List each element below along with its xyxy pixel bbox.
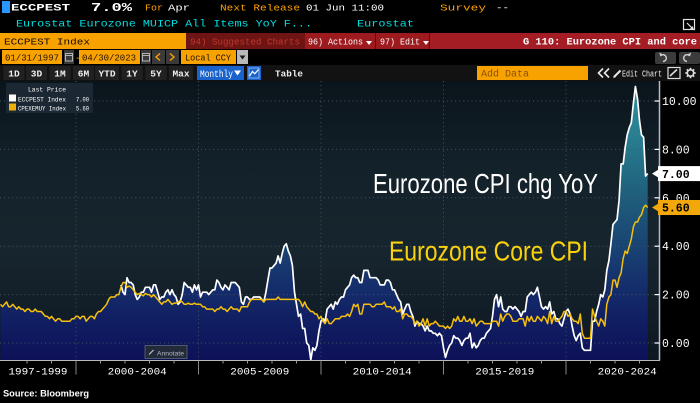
svg-text:97) Edit: 97) Edit: [380, 37, 420, 48]
svg-text:2010-2014: 2010-2014: [353, 367, 412, 379]
svg-text:Table: Table: [275, 69, 303, 80]
svg-text:Monthly: Monthly: [200, 69, 233, 81]
svg-text:04/30/2023: 04/30/2023: [82, 53, 136, 64]
svg-text:2.00: 2.00: [662, 290, 690, 303]
svg-text:2015-2019: 2015-2019: [475, 367, 534, 379]
svg-text:6M: 6M: [78, 69, 90, 80]
svg-text:Apr: Apr: [168, 3, 190, 14]
svg-text:--: --: [496, 3, 509, 14]
svg-text:Max: Max: [172, 69, 189, 80]
svg-text:For: For: [145, 3, 163, 14]
svg-text:5.60: 5.60: [662, 203, 690, 216]
svg-text:94) Suggested Charts: 94) Suggested Charts: [190, 37, 300, 48]
svg-text:7.0%: 7.0%: [91, 2, 132, 15]
svg-text:5Y: 5Y: [150, 69, 162, 80]
svg-text:1D: 1D: [8, 69, 20, 80]
svg-text:Source: Bloomberg: Source: Bloomberg: [3, 389, 89, 399]
svg-text:7.00: 7.00: [76, 97, 89, 104]
svg-text:YTD: YTD: [98, 69, 115, 80]
svg-text:ECCPEST Index: ECCPEST Index: [18, 97, 66, 104]
svg-text:5.60: 5.60: [76, 106, 89, 113]
svg-text:1Y: 1Y: [126, 69, 138, 80]
svg-text:CPEXEMUY Index: CPEXEMUY Index: [18, 106, 66, 113]
svg-text:3D: 3D: [31, 69, 43, 80]
svg-text:10.00: 10.00: [662, 96, 697, 109]
svg-text:ECCPEST: ECCPEST: [11, 3, 70, 15]
svg-text:G 110: Eurozone CPI and core: G 110: Eurozone CPI and core: [523, 37, 697, 49]
svg-text:Edit Chart: Edit Chart: [622, 70, 662, 80]
svg-text:0.00: 0.00: [662, 338, 690, 351]
svg-text:96) Actions: 96) Actions: [308, 37, 363, 48]
svg-text:Last Price: Last Price: [28, 87, 66, 94]
svg-text:1997-1999: 1997-1999: [9, 367, 68, 379]
svg-text:01 Jun 11:00: 01 Jun 11:00: [306, 3, 384, 14]
svg-text:8.00: 8.00: [662, 144, 690, 157]
svg-text:Eurozone CPI chg YoY: Eurozone CPI chg YoY: [373, 168, 598, 199]
svg-text:Add Data: Add Data: [481, 69, 529, 81]
svg-text:Survey: Survey: [440, 3, 486, 14]
svg-text:Next Release: Next Release: [220, 3, 300, 14]
svg-text:7.00: 7.00: [662, 169, 690, 182]
svg-text:ECCPEST Index: ECCPEST Index: [4, 37, 90, 48]
svg-text:4.00: 4.00: [662, 241, 690, 254]
svg-text:2005-2009: 2005-2009: [230, 367, 289, 379]
svg-text:Annotate: Annotate: [157, 350, 184, 357]
svg-text:1M: 1M: [54, 69, 66, 80]
svg-text:Local CCY: Local CCY: [185, 53, 231, 64]
svg-text:Eurostat Eurozone MUICP All It: Eurostat Eurozone MUICP All Items YoY F.…: [16, 19, 312, 31]
svg-text:Eurozone Core CPI: Eurozone Core CPI: [389, 236, 588, 267]
svg-text:2000-2004: 2000-2004: [108, 367, 167, 379]
svg-text:2020-2024: 2020-2024: [598, 367, 657, 379]
svg-text:01/31/1997: 01/31/1997: [5, 53, 59, 64]
svg-text:Eurostat: Eurostat: [357, 19, 414, 31]
svg-text:-: -: [75, 54, 81, 65]
